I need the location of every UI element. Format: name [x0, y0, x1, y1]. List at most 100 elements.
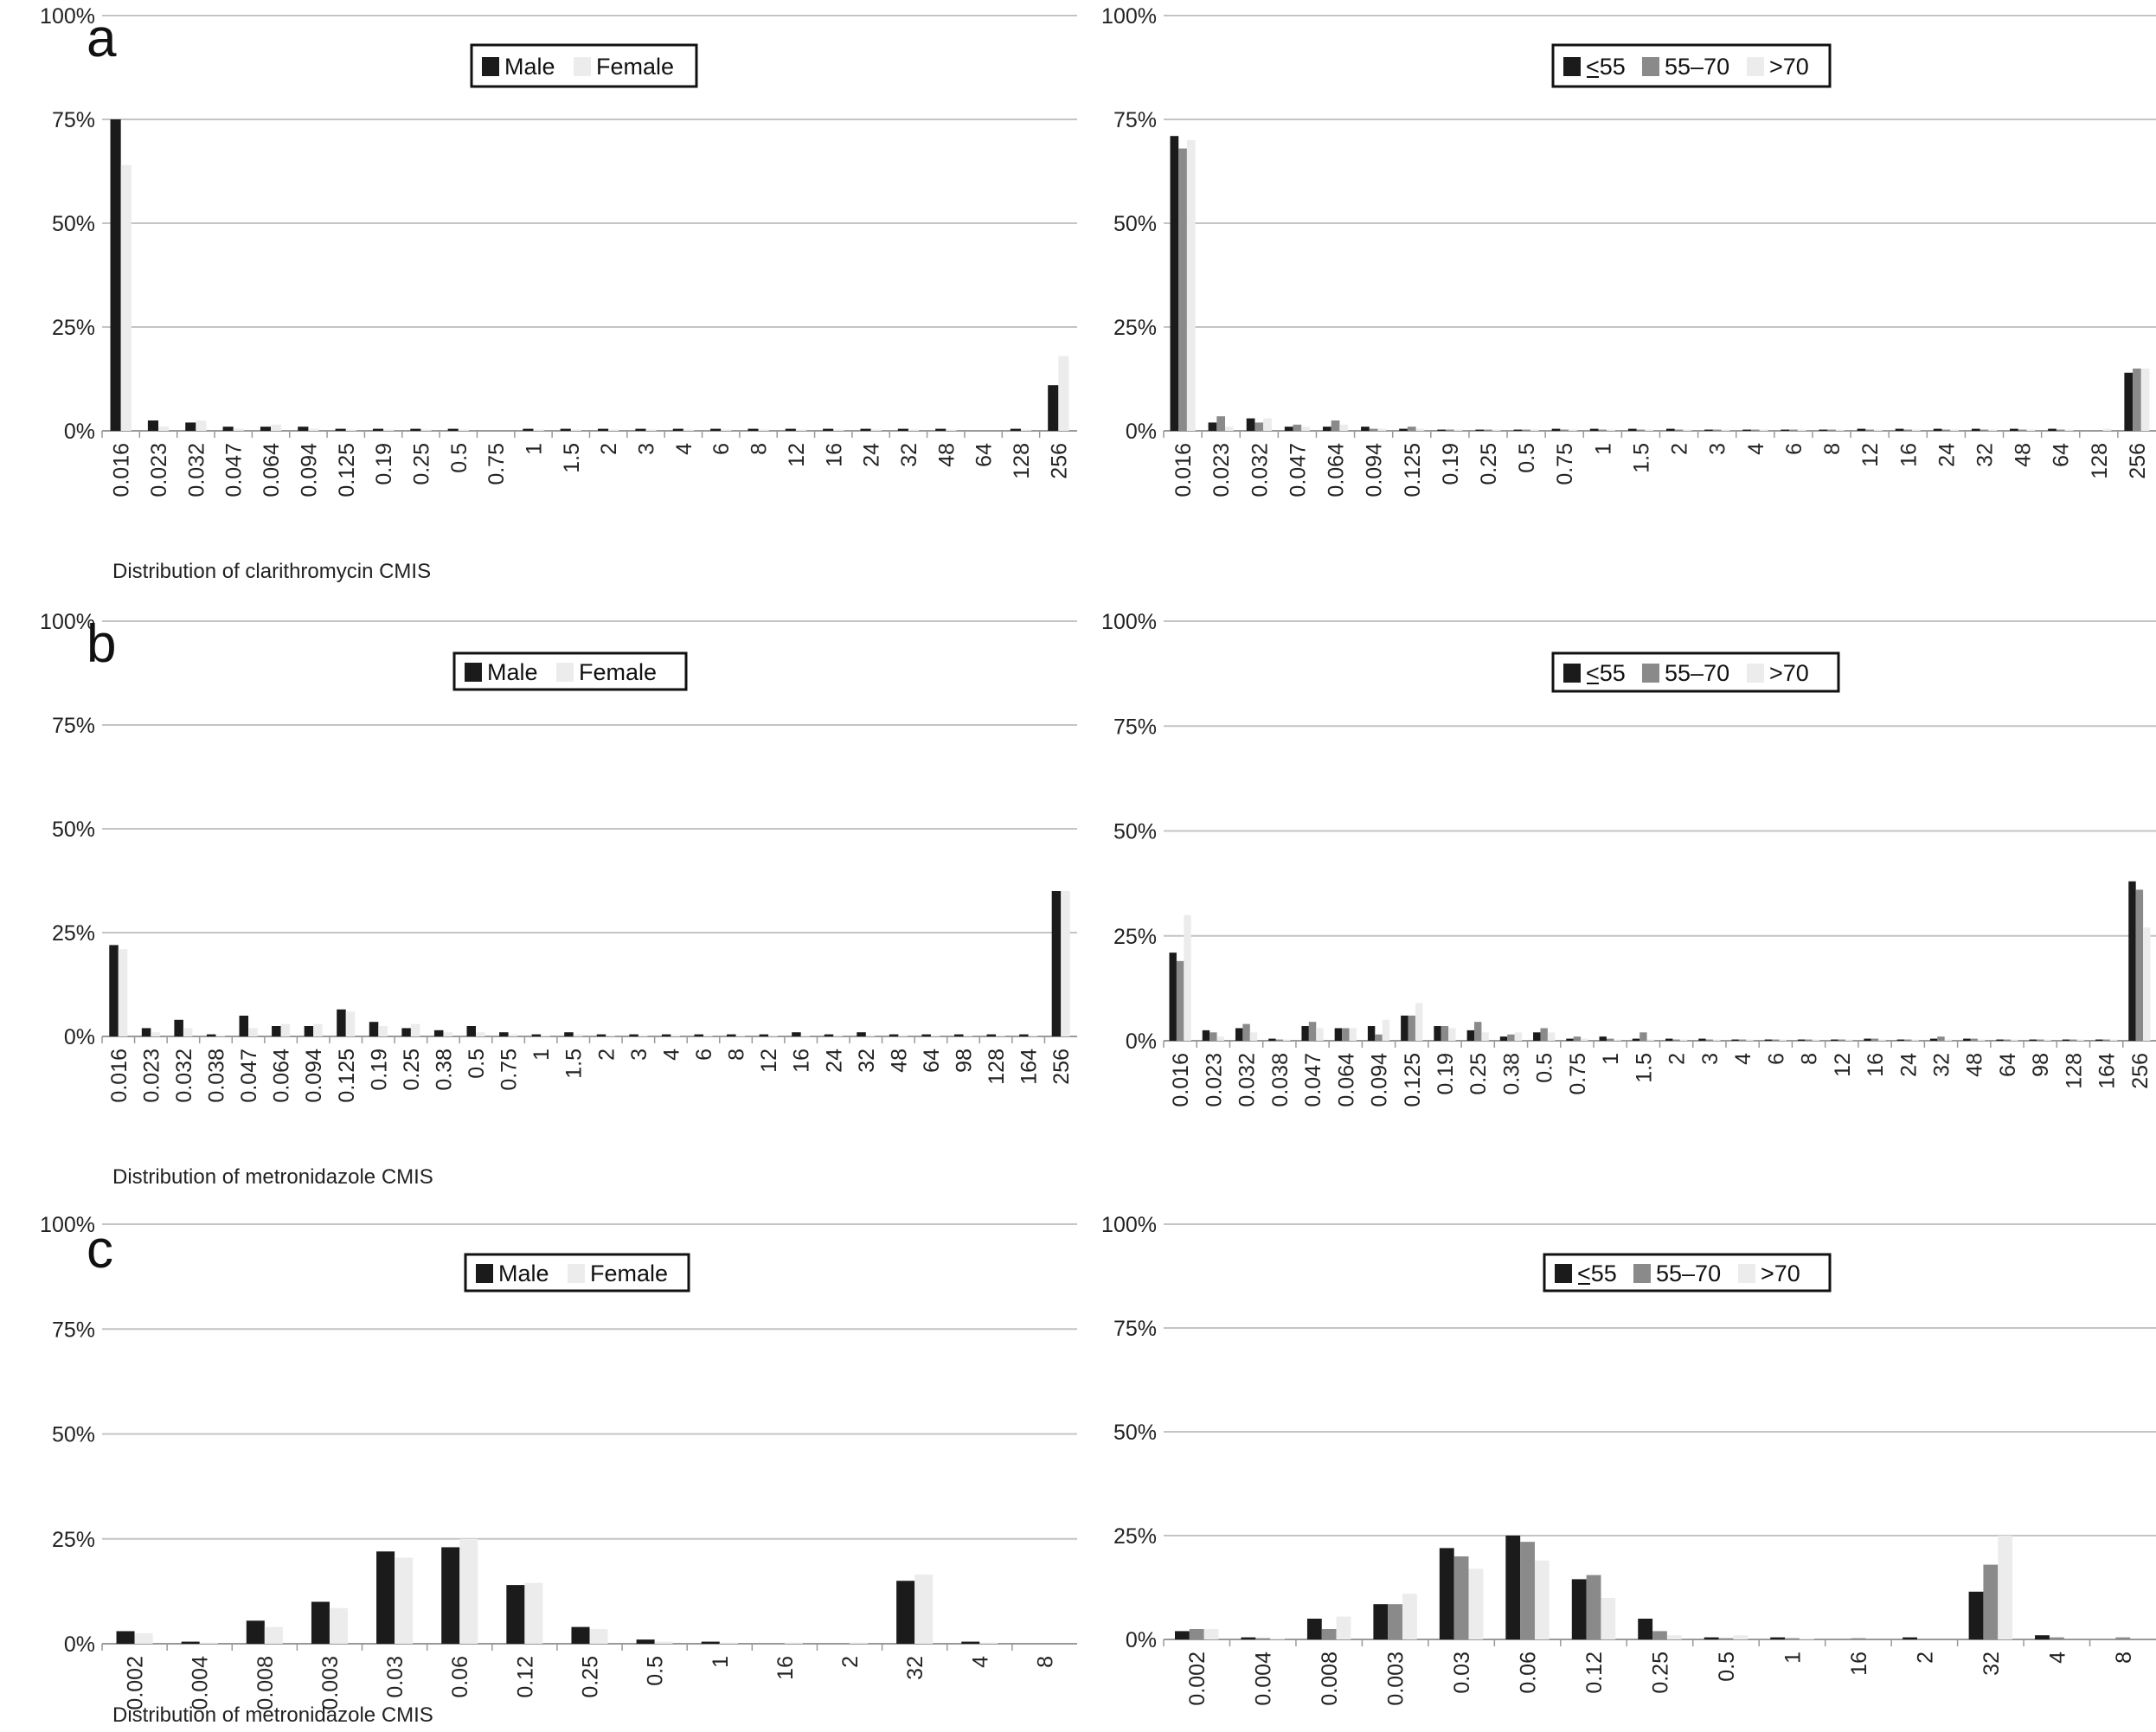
bar-70-0.038 [1283, 1039, 1291, 1041]
bar-5570-1 [1606, 1038, 1614, 1041]
x-category-label: 0.25 [409, 443, 433, 485]
bar-70-0.25 [1492, 429, 1501, 431]
bar-55-0.125 [1401, 1015, 1408, 1041]
bar-5570-0.75 [1560, 429, 1569, 431]
bar-5570-4 [1750, 429, 1760, 431]
bar-Male-1 [701, 1641, 720, 1644]
chart-panel-b-sex: 0% 25% 50% 75% 100% 0.016 0.023 0.032 0.038 0.047… [40, 610, 1077, 1189]
x-category-label: 1 [1781, 1652, 1805, 1664]
legend-swatch [1747, 664, 1764, 683]
bar-Male-4 [661, 1034, 671, 1036]
chart-panel-b-age: 0% 25% 50% 75% 100% 0.016 0.023 0.032 0.038 0.047… [1101, 610, 2156, 1107]
bar-Female-6 [721, 429, 732, 431]
bar-Female-48 [946, 429, 957, 431]
bar-Male-0.038 [206, 1034, 216, 1036]
bar-55-0.094 [1367, 1026, 1376, 1041]
bar-5570-0.064 [1331, 420, 1340, 431]
bar-Female-1.5 [570, 429, 581, 431]
bar-55-0.5 [1513, 429, 1523, 431]
x-category-label: 0.008 [1318, 1652, 1342, 1706]
x-category-label: 0.064 [270, 1049, 294, 1103]
bar-5570-3 [1705, 1039, 1714, 1041]
bar-Male-0.19 [369, 1022, 379, 1036]
x-category-label: 0.25 [1649, 1652, 1673, 1694]
bar-5570-98 [2036, 1039, 2044, 1041]
bar-55-1 [1770, 1637, 1786, 1639]
x-category-label: 12 [1831, 1053, 1855, 1077]
bar-Male-24 [860, 428, 871, 431]
x-category-label: 8 [748, 443, 772, 455]
legend: Male Female [470, 43, 698, 88]
bar-5570-48 [2018, 429, 2027, 431]
bar-55-12 [1857, 428, 1866, 431]
bar-Female-32 [914, 1574, 934, 1644]
legend: Male Female [452, 651, 688, 691]
x-category-label: 12 [785, 443, 809, 467]
x-category-label: 0.12 [1582, 1652, 1607, 1694]
bar-70-0.75 [1581, 1038, 1588, 1041]
y-tick-label: 100% [40, 610, 95, 634]
x-category-label: 64 [920, 1049, 944, 1073]
bar-70-1.5 [1646, 1039, 1655, 1041]
bar-Male-0.19 [372, 428, 384, 431]
legend-label: Male [498, 1261, 549, 1286]
bar-5570-12 [1838, 1039, 1845, 1041]
bar-55-0.19 [1434, 1026, 1441, 1041]
legend-swatch [465, 663, 482, 682]
x-category-label: 3 [1698, 1053, 1723, 1065]
x-category-label: 0.004 [189, 1656, 213, 1710]
x-category-label: 32 [1973, 443, 1997, 467]
x-category-label: 16 [790, 1049, 814, 1073]
bar-55-1.5 [1627, 428, 1637, 431]
x-category-label: 24 [1896, 1053, 1921, 1077]
bar-70-0.125 [1415, 428, 1425, 431]
bar-70-256 [2143, 927, 2151, 1041]
y-tick-label: 50% [1113, 212, 1157, 236]
bar-Male-12 [759, 1034, 769, 1036]
bar-5570-0.25 [1474, 1022, 1482, 1041]
bar-70-12 [1845, 1039, 1853, 1041]
legend-box [1543, 1253, 1832, 1293]
bar-55-6 [1764, 1039, 1773, 1041]
bar-70-0.023 [1225, 427, 1234, 431]
bar-55-32 [1929, 1038, 1938, 1041]
bar-5570-0.25 [1484, 429, 1492, 431]
legend-label: >70 [1761, 1261, 1800, 1286]
legend-label: >70 [1769, 660, 1809, 686]
x-category-label: 0.125 [1401, 1053, 1425, 1107]
x-category-label: 0.032 [1235, 1053, 1260, 1107]
bar-70-0.008 [1336, 1616, 1351, 1639]
bar-70-48 [2026, 429, 2036, 431]
bar-55-0.004 [1241, 1637, 1256, 1639]
legend-label: 55–70 [1665, 54, 1729, 80]
x-category-label: 0.047 [1286, 443, 1310, 497]
y-tick-label: 0% [64, 1025, 95, 1049]
bar-5570-4 [2049, 1637, 2064, 1639]
bar-55-0.75 [1551, 428, 1561, 431]
legend-label: Male [487, 659, 538, 685]
bar-70-0.094 [1377, 428, 1387, 431]
x-category-label: 12 [1858, 443, 1883, 467]
x-category-label: 16 [1847, 1652, 1871, 1676]
bar-5570-1.5 [1639, 1032, 1647, 1041]
x-category-label: 0.25 [400, 1049, 424, 1091]
bar-70-4 [1746, 1039, 1754, 1041]
legend-label: Female [579, 659, 657, 685]
bar-Female-0.023 [158, 427, 170, 431]
bar-55-0.032 [1235, 1028, 1243, 1041]
bar-Male-0.25 [571, 1626, 590, 1644]
bar-Female-0.38 [443, 1032, 452, 1036]
bar-Female-0.003 [329, 1607, 349, 1644]
bar-5570-2 [1672, 1039, 1680, 1041]
x-category-label: 0.004 [1252, 1652, 1276, 1706]
legend-label: Male [504, 54, 555, 80]
bar-70-0.03 [1468, 1568, 1484, 1639]
bar-5570-24 [1941, 429, 1951, 431]
y-tick-label: 25% [52, 921, 95, 946]
legend-label: <55 [1586, 54, 1626, 80]
bar-55-256 [2128, 881, 2136, 1041]
legend-label: <55 [1586, 660, 1626, 686]
bar-5570-0.038 [1275, 1039, 1284, 1041]
bar-Female-24 [870, 429, 882, 431]
bar-Male-8 [748, 428, 759, 431]
